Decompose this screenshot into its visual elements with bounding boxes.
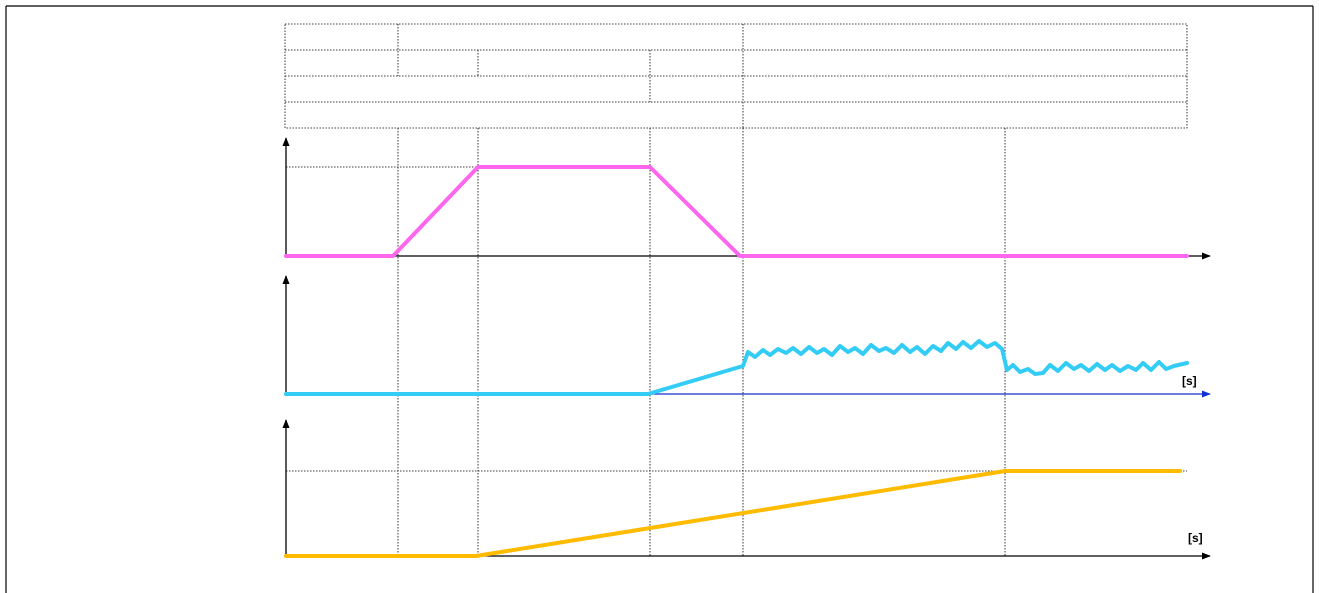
trace-signal-3 xyxy=(284,469,1182,558)
level-lines xyxy=(286,166,1187,472)
header-table xyxy=(284,23,1188,129)
phase-gridlines xyxy=(397,128,1006,556)
panel-signal-2: [s] xyxy=(282,275,1211,398)
panel-signal-3: [s] xyxy=(282,419,1211,560)
x-axis-unit-label: [s] xyxy=(1188,531,1203,545)
trace-signal-2 xyxy=(284,339,1189,396)
x-axis-unit-label: [s] xyxy=(1182,374,1197,388)
panel-signal-1 xyxy=(282,137,1211,260)
trace-signal-1 xyxy=(284,165,1189,258)
